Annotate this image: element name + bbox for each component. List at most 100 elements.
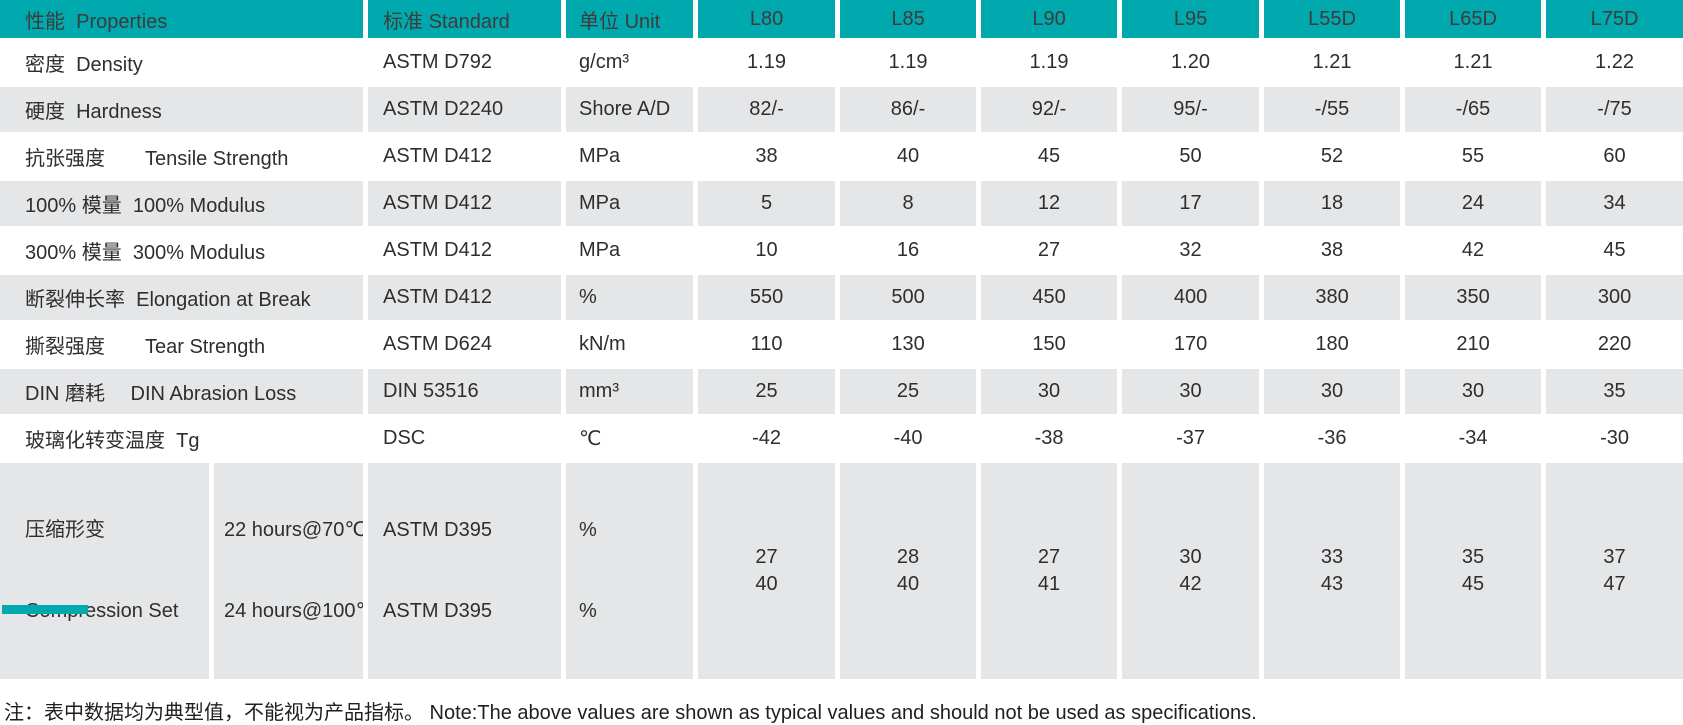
value-cell: 45 [976, 132, 1118, 179]
value-cell: 1.20 [1117, 38, 1260, 85]
value-cell: 27 [976, 226, 1118, 273]
table-row-100-modulus: 100% 模量 100% Modulus ASTM D412 MPa 5 8 1… [0, 179, 1683, 226]
header-unit: 单位 Unit [561, 0, 694, 38]
unit-cell: % % [561, 461, 694, 679]
value-cell: 45 [1541, 226, 1683, 273]
value-cell: 24 [1400, 179, 1542, 226]
value-cell: 1.21 [1400, 38, 1542, 85]
value-cell: 210 [1400, 320, 1542, 367]
condition-line: 24 hours@100℃ [224, 600, 364, 622]
value-cell: 35 45 [1400, 461, 1542, 679]
property-line: 压缩形变 [25, 519, 105, 541]
header-row: 性能 Properties 标准 Standard 单位 Unit L80 L8… [0, 0, 1683, 38]
value-cell: 300 [1541, 273, 1683, 320]
value-cell: 52 [1259, 132, 1401, 179]
grade-header-l90: L90 [976, 0, 1118, 38]
value-cell: -36 [1259, 414, 1401, 461]
unit-cell: ℃ [561, 414, 694, 461]
unit-cell: % [561, 273, 694, 320]
table-row-tensile-strength: 抗张强度 Tensile Strength ASTM D412 MPa 38 4… [0, 132, 1683, 179]
value-cell: 30 [1117, 367, 1260, 414]
grade-header-l95: L95 [1117, 0, 1260, 38]
value-cell: 350 [1400, 273, 1542, 320]
property-cell: 密度 Density [0, 38, 364, 85]
value-cell: 1.22 [1541, 38, 1683, 85]
property-cell: 100% 模量 100% Modulus [0, 179, 364, 226]
value-cell: 5 [693, 179, 836, 226]
value-cell: 18 [1259, 179, 1401, 226]
value-cell: -38 [976, 414, 1118, 461]
standard-cell: ASTM D412 [363, 226, 562, 273]
value-cell: -42 [693, 414, 836, 461]
grade-header-l65d: L65D [1400, 0, 1542, 38]
header-standard: 标准 Standard [363, 0, 562, 38]
property-cell: 硬度 Hardness [0, 85, 364, 132]
condition-cell: 22 hours@70℃ 24 hours@100℃ [209, 461, 364, 679]
standard-cell: DSC [363, 414, 562, 461]
table-row-hardness: 硬度 Hardness ASTM D2240 Shore A/D 82/- 86… [0, 85, 1683, 132]
value-cell: 30 [976, 367, 1118, 414]
value-cell: 130 [835, 320, 977, 367]
value-cell: -34 [1400, 414, 1542, 461]
property-cell: 抗张强度 Tensile Strength [0, 132, 364, 179]
value-cell: 400 [1117, 273, 1260, 320]
value-cell: 30 [1259, 367, 1401, 414]
table-row-tear-strength: 撕裂强度 Tear Strength ASTM D624 kN/m 110 13… [0, 320, 1683, 367]
unit-cell: MPa [561, 226, 694, 273]
unit-cell: MPa [561, 132, 694, 179]
value-cell: 1.19 [976, 38, 1118, 85]
value-cell: 450 [976, 273, 1118, 320]
grade-header-l55d: L55D [1259, 0, 1401, 38]
value-cell: 30 [1400, 367, 1542, 414]
partial-next-table-header [2, 605, 88, 614]
value-cell: 180 [1259, 320, 1401, 367]
value-cell: 42 [1400, 226, 1542, 273]
value-cell: 82/- [693, 85, 836, 132]
value-cell: 380 [1259, 273, 1401, 320]
value-cell: 32 [1117, 226, 1260, 273]
value-cell: 110 [693, 320, 836, 367]
value-cell: 500 [835, 273, 977, 320]
value-cell: 25 [835, 367, 977, 414]
value-cell: 550 [693, 273, 836, 320]
value-cell: 40 [835, 132, 977, 179]
value-cell: 33 43 [1259, 461, 1401, 679]
table-row-tg: 玻璃化转变温度 Tg DSC ℃ -42 -40 -38 -37 -36 -34… [0, 414, 1683, 461]
table-row-din-abrasion: DIN 磨耗 DIN Abrasion Loss DIN 53516 mm³ 2… [0, 367, 1683, 414]
property-cell: 压缩形变 Compression Set [0, 461, 209, 679]
property-cell: 玻璃化转变温度 Tg [0, 414, 364, 461]
value-cell: 1.19 [693, 38, 836, 85]
header-properties: 性能 Properties [0, 0, 364, 38]
value-cell: -30 [1541, 414, 1683, 461]
unit-cell: mm³ [561, 367, 694, 414]
value-cell: 220 [1541, 320, 1683, 367]
value-cell: 17 [1117, 179, 1260, 226]
value-cell: 95/- [1117, 85, 1260, 132]
value-cell: 60 [1541, 132, 1683, 179]
value-cell: 27 40 [693, 461, 836, 679]
value-cell: 86/- [835, 85, 977, 132]
unit-cell: g/cm³ [561, 38, 694, 85]
value-cell: 1.21 [1259, 38, 1401, 85]
property-cell: 300% 模量 300% Modulus [0, 226, 364, 273]
standard-cell: ASTM D412 [363, 132, 562, 179]
value-cell: -/65 [1400, 85, 1542, 132]
standard-cell: ASTM D624 [363, 320, 562, 367]
property-cell: 撕裂强度 Tear Strength [0, 320, 364, 367]
condition-line: 22 hours@70℃ [224, 519, 364, 541]
standard-cell: DIN 53516 [363, 367, 562, 414]
property-cell: DIN 磨耗 DIN Abrasion Loss [0, 367, 364, 414]
standard-cell: ASTM D395 ASTM D395 [363, 461, 562, 679]
value-cell: -/55 [1259, 85, 1401, 132]
unit-cell: MPa [561, 179, 694, 226]
standard-cell: ASTM D412 [363, 273, 562, 320]
value-cell: -/75 [1541, 85, 1683, 132]
table-row-compression-set: 压缩形变 Compression Set 22 hours@70℃ 24 hou… [0, 461, 1683, 679]
property-cell: 断裂伸长率 Elongation at Break [0, 273, 364, 320]
value-cell: 38 [693, 132, 836, 179]
table-row-elongation: 断裂伸长率 Elongation at Break ASTM D412 % 55… [0, 273, 1683, 320]
value-cell: 55 [1400, 132, 1542, 179]
value-cell: 28 40 [835, 461, 977, 679]
value-cell: 12 [976, 179, 1118, 226]
value-cell: 16 [835, 226, 977, 273]
